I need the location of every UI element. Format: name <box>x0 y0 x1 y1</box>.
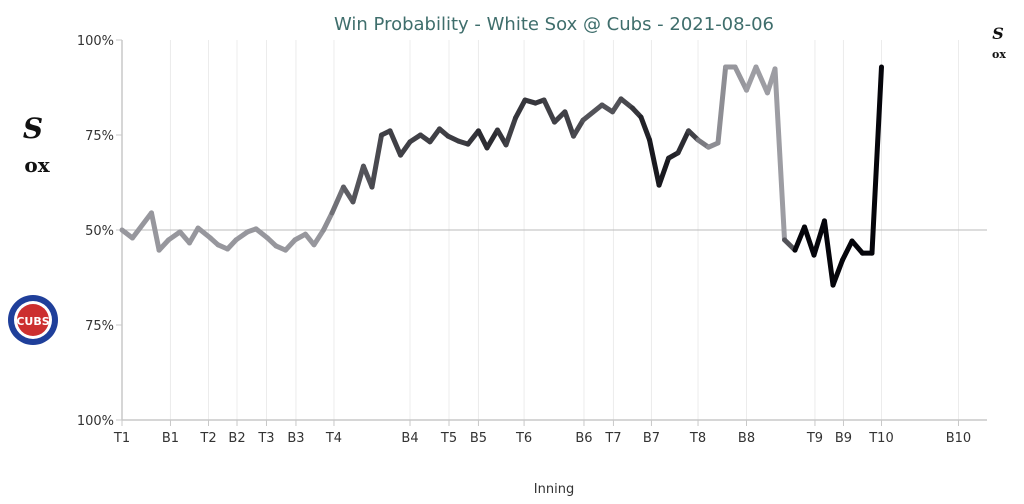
chart-title: Win Probability - White Sox @ Cubs - 202… <box>334 14 774 35</box>
x-tick-label: B4 <box>401 431 418 446</box>
line-segment <box>311 227 327 248</box>
line-segment <box>148 210 162 253</box>
x-axis-ticks: T1 B1 T2 B2 T3 B3 T4 B4 T5 B5 T6 B6 T7 B7 T8 B8 T9 B9 T10 B… <box>113 420 971 446</box>
x-tick-label: B10 <box>946 431 971 446</box>
line-segment <box>129 210 154 241</box>
x-tick-label: B5 <box>470 431 487 446</box>
line-segment <box>801 224 817 258</box>
line-segment <box>732 64 750 93</box>
x-tick-label: B2 <box>228 431 245 446</box>
line-segment <box>638 114 653 143</box>
line-segment <box>503 115 519 148</box>
line-segment <box>350 163 366 205</box>
y-tick-label: 100% <box>77 34 114 49</box>
line-segment <box>562 109 577 139</box>
line-segment <box>195 225 213 241</box>
y-tick-label: 75% <box>85 129 114 144</box>
x-tick-label: B1 <box>162 431 179 446</box>
white-sox-logo-ox: ox <box>24 153 50 177</box>
y-tick-label: 75% <box>85 319 114 334</box>
white-sox-small-logo-s: S <box>992 24 1004 43</box>
line-segment <box>609 96 624 115</box>
y-tick-label: 50% <box>85 224 114 239</box>
y-axis-ticks: 100% 75% 50% 75% 100% <box>77 34 122 429</box>
line-segment <box>753 64 770 96</box>
line-segment <box>647 137 662 188</box>
x-tick-label: T6 <box>515 431 532 446</box>
x-tick-label: T9 <box>806 431 823 446</box>
line-segment <box>675 128 692 156</box>
line-segment <box>849 238 865 256</box>
line-segment <box>398 139 413 158</box>
x-tick-label: B7 <box>643 431 660 446</box>
line-segment <box>580 102 605 123</box>
line-segment <box>571 117 586 139</box>
cubs-logo-text: CUBS <box>16 315 49 328</box>
line-segment <box>656 155 672 188</box>
line-segment <box>715 64 729 146</box>
line-segment <box>772 66 788 243</box>
x-tick-label: B8 <box>738 431 755 446</box>
x-tick-label: T4 <box>325 431 342 446</box>
x-tick-label: T2 <box>199 431 216 446</box>
white-sox-logo-small: S ox <box>992 24 1006 61</box>
line-segment <box>821 218 836 288</box>
cubs-logo: CUBS <box>8 295 58 345</box>
line-segment <box>840 238 855 263</box>
white-sox-small-logo-ox: ox <box>992 48 1006 61</box>
line-segment <box>792 224 807 253</box>
x-axis-label: Inning <box>534 482 574 497</box>
line-segment <box>513 97 528 121</box>
x-tick-label: T7 <box>604 431 621 446</box>
line-segment <box>387 128 404 158</box>
line-segment <box>427 126 442 145</box>
x-tick-label: B6 <box>575 431 592 446</box>
win-probability-line <box>119 64 884 288</box>
white-sox-logo-s: S <box>23 112 43 145</box>
line-segment <box>465 128 481 147</box>
line-segment <box>541 97 557 125</box>
line-segment <box>744 64 759 93</box>
line-segment <box>484 127 500 151</box>
x-tick-label: T10 <box>868 431 893 446</box>
x-tick-label: B9 <box>835 431 852 446</box>
x-tick-label: B3 <box>287 431 304 446</box>
line-segment <box>475 128 490 151</box>
line-segment <box>830 257 846 288</box>
x-tick-label: T8 <box>689 431 706 446</box>
line-segment <box>369 132 384 190</box>
line-segment <box>321 210 335 233</box>
line-segment <box>186 225 201 246</box>
y-tick-label: 100% <box>77 414 114 429</box>
line-segment <box>869 64 884 256</box>
x-tick-label: T5 <box>440 431 457 446</box>
white-sox-logo: S ox <box>23 112 51 177</box>
x-tick-label: T3 <box>257 431 274 446</box>
x-tick-label: T1 <box>113 431 130 446</box>
line-segment <box>329 184 346 216</box>
